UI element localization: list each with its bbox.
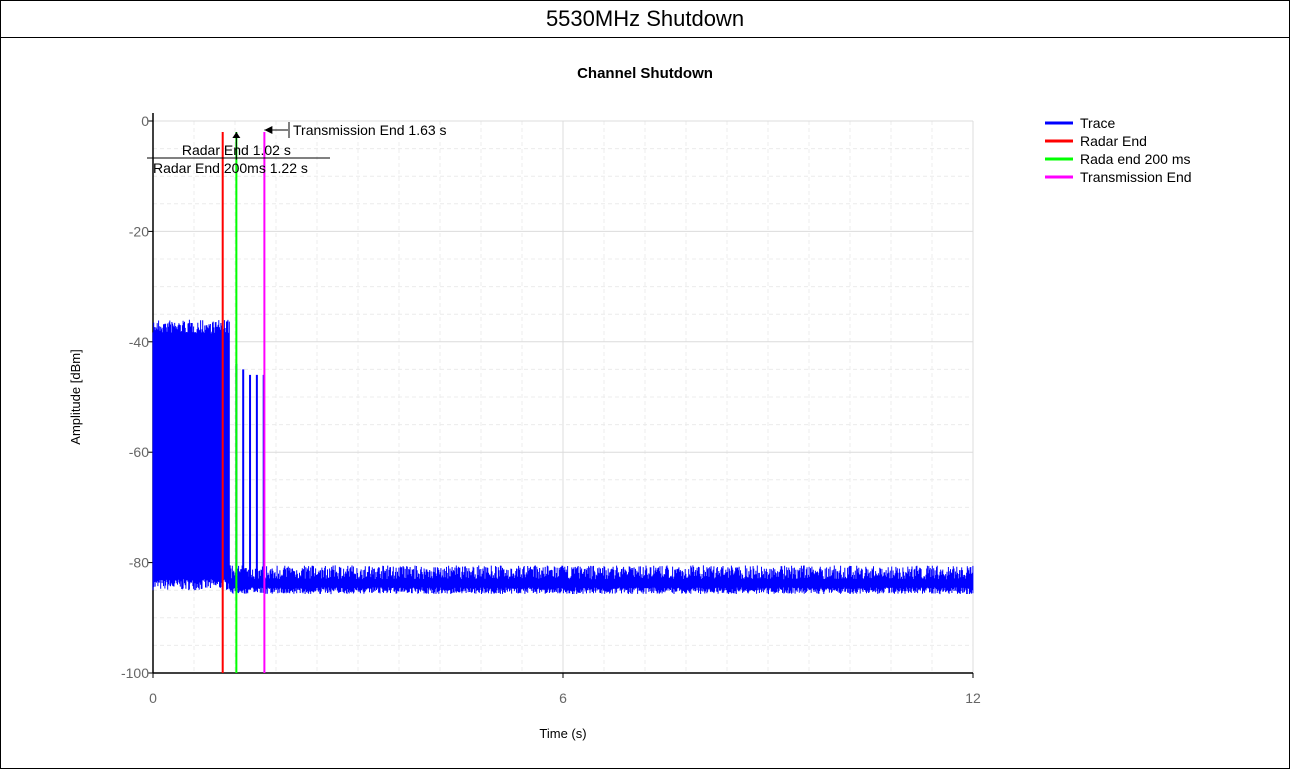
y-tick-label: -100	[121, 665, 149, 681]
annotation-arrow-head	[264, 126, 273, 134]
annotation-radar-end-200ms: Radar End 200ms 1.22 s	[153, 160, 308, 176]
y-tick-label: -60	[129, 444, 149, 460]
x-axis-label: Time (s)	[539, 726, 586, 741]
y-axis-label: Amplitude [dBm]	[68, 349, 83, 444]
y-tick-label: -20	[129, 223, 149, 239]
legend-label: Transmission End	[1080, 169, 1192, 185]
legend-label: Radar End	[1080, 133, 1147, 149]
annotation-radar-end: Radar End 1.02 s	[182, 142, 291, 158]
x-tick-label: 12	[965, 690, 981, 706]
legend-label: Rada end 200 ms	[1080, 151, 1191, 167]
legend-label: Trace	[1080, 115, 1115, 131]
x-tick-label: 6	[559, 690, 567, 706]
y-tick-label: -80	[129, 555, 149, 571]
annotation-arrow-head	[232, 132, 241, 139]
annotation-transmission-end: Transmission End 1.63 s	[293, 122, 447, 138]
x-tick-label: 0	[149, 690, 157, 706]
chart-title: Channel Shutdown	[577, 65, 713, 82]
y-tick-label: -40	[129, 334, 149, 350]
page-title: 5530MHz Shutdown	[1, 1, 1289, 38]
y-tick-label: 0	[141, 113, 149, 129]
